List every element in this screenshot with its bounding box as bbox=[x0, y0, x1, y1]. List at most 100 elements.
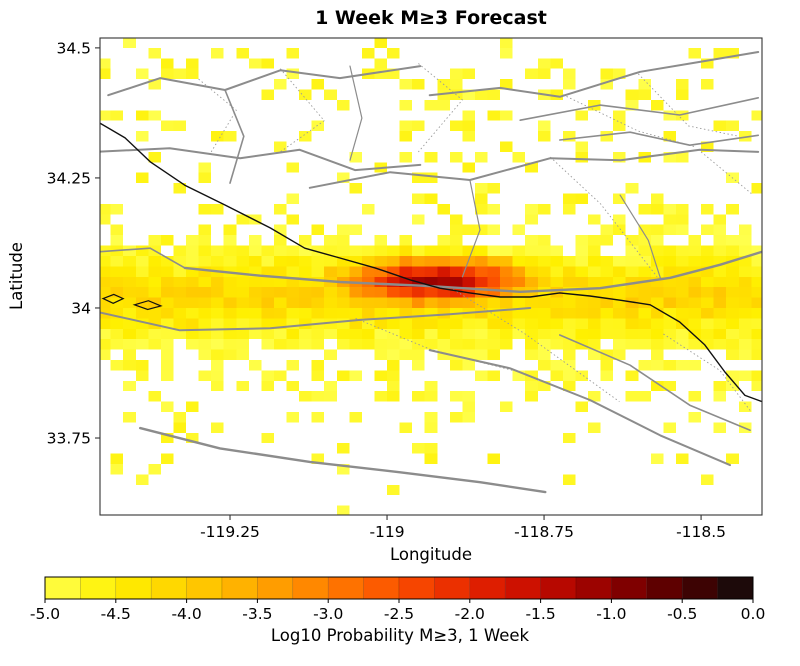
heatmap-cell bbox=[399, 235, 413, 246]
heatmap-cell bbox=[135, 370, 149, 381]
heatmap-cell bbox=[588, 318, 601, 329]
heatmap-cell bbox=[449, 318, 463, 329]
heatmap-cell bbox=[613, 68, 626, 80]
heatmap-cell bbox=[537, 359, 551, 371]
heatmap-cell bbox=[160, 453, 174, 465]
heatmap-cell bbox=[449, 151, 463, 163]
heatmap-cell bbox=[424, 255, 438, 267]
heatmap-cell bbox=[160, 68, 174, 80]
heatmap-cell bbox=[100, 110, 111, 121]
heatmap-cell bbox=[311, 79, 325, 90]
island-outline bbox=[101, 293, 125, 304]
heatmap-cell bbox=[600, 297, 614, 308]
heatmap-cell bbox=[324, 266, 337, 277]
heatmap-cell bbox=[336, 245, 350, 256]
heatmap-cell bbox=[650, 203, 664, 215]
heatmap-cell bbox=[575, 307, 589, 319]
heatmap-cell bbox=[198, 245, 212, 256]
heatmap-cell bbox=[374, 276, 388, 288]
heatmap-cell bbox=[387, 307, 400, 319]
heatmap-cell bbox=[186, 328, 199, 340]
heatmap-cell bbox=[110, 339, 124, 350]
heatmap-cell bbox=[399, 245, 413, 256]
heatmap-cell bbox=[663, 214, 676, 225]
heatmap-cell bbox=[663, 287, 676, 298]
heatmap-cell bbox=[650, 276, 664, 288]
heatmap-cell bbox=[751, 266, 762, 277]
heatmap-cell bbox=[588, 255, 601, 267]
heatmap-cell bbox=[437, 307, 450, 319]
heatmap-cell bbox=[600, 328, 614, 340]
heatmap-cell bbox=[299, 255, 312, 267]
heatmap-cell bbox=[223, 297, 237, 308]
heatmap-cell bbox=[273, 287, 287, 298]
heatmap-cell bbox=[135, 307, 149, 319]
heatmap-cell bbox=[123, 307, 136, 319]
heatmap-cell bbox=[487, 453, 501, 465]
heatmap-cell bbox=[449, 349, 463, 360]
heatmap-cell bbox=[487, 339, 501, 350]
heatmap-cell bbox=[361, 307, 375, 319]
heatmap-cell bbox=[500, 276, 513, 288]
heatmap-cell bbox=[738, 276, 752, 288]
heatmap-cell bbox=[299, 276, 312, 288]
heatmap-cell bbox=[688, 307, 702, 319]
heatmap-cell bbox=[500, 339, 513, 350]
heatmap-cell bbox=[525, 162, 538, 173]
heatmap-cell bbox=[487, 203, 501, 215]
heatmap-cell bbox=[575, 245, 589, 256]
heatmap-cell bbox=[261, 89, 274, 100]
heatmap-cell bbox=[299, 131, 312, 142]
fault-line bbox=[519, 97, 760, 121]
heatmap-cell bbox=[299, 318, 312, 329]
heatmap-cell bbox=[449, 391, 463, 402]
heatmap-cell bbox=[437, 297, 450, 308]
heatmap-cell bbox=[336, 370, 350, 381]
heatmap-cell bbox=[399, 120, 413, 132]
heatmap-cell bbox=[437, 328, 450, 340]
heatmap-cell bbox=[638, 307, 651, 319]
heatmap-cell bbox=[726, 245, 739, 256]
heatmap-cell bbox=[135, 276, 149, 288]
heatmap-cell bbox=[148, 276, 161, 288]
heatmap-cell bbox=[286, 255, 300, 267]
heatmap-cell bbox=[688, 318, 702, 329]
heatmap-cell bbox=[387, 391, 400, 402]
heatmap-cell bbox=[211, 380, 224, 392]
colorbar-segment bbox=[681, 576, 718, 600]
heatmap-cell bbox=[236, 245, 249, 256]
heatmap-cell bbox=[738, 266, 752, 277]
heatmap-cell bbox=[751, 276, 762, 288]
heatmap-cell bbox=[525, 380, 538, 392]
heatmap-cell bbox=[650, 328, 664, 340]
heatmap-cell bbox=[311, 391, 325, 402]
heatmap-cell bbox=[135, 68, 149, 80]
heatmap-cell bbox=[123, 276, 136, 288]
heatmap-cell bbox=[675, 89, 689, 100]
heatmap-cell bbox=[223, 307, 237, 319]
heatmap-cell bbox=[500, 110, 513, 121]
heatmap-cell bbox=[525, 235, 538, 246]
heatmap-cell bbox=[600, 79, 614, 90]
fault-line bbox=[428, 51, 760, 98]
heatmap-cell bbox=[286, 193, 300, 204]
colorbar-segment bbox=[434, 576, 471, 600]
heatmap-cell bbox=[123, 266, 136, 277]
heatmap-cell bbox=[562, 297, 576, 308]
heatmap-cell bbox=[650, 255, 664, 267]
heatmap-cell bbox=[173, 297, 187, 308]
heatmap-cell bbox=[613, 328, 626, 340]
heatmap-cell bbox=[474, 203, 488, 215]
heatmap-cell bbox=[374, 68, 388, 80]
heatmap-cell bbox=[173, 318, 187, 329]
heatmap-cell bbox=[437, 349, 450, 360]
heatmap-cell bbox=[311, 255, 325, 267]
heatmap-cell bbox=[299, 328, 312, 340]
heatmap-cell bbox=[588, 328, 601, 340]
heatmap-cell bbox=[412, 349, 425, 360]
heatmap-cell bbox=[449, 120, 463, 132]
colorbar-tick-label: -3.0 bbox=[313, 605, 343, 623]
colorbar-segment bbox=[469, 576, 506, 600]
heatmap-cell bbox=[675, 453, 689, 465]
heatmap-cell bbox=[613, 307, 626, 319]
